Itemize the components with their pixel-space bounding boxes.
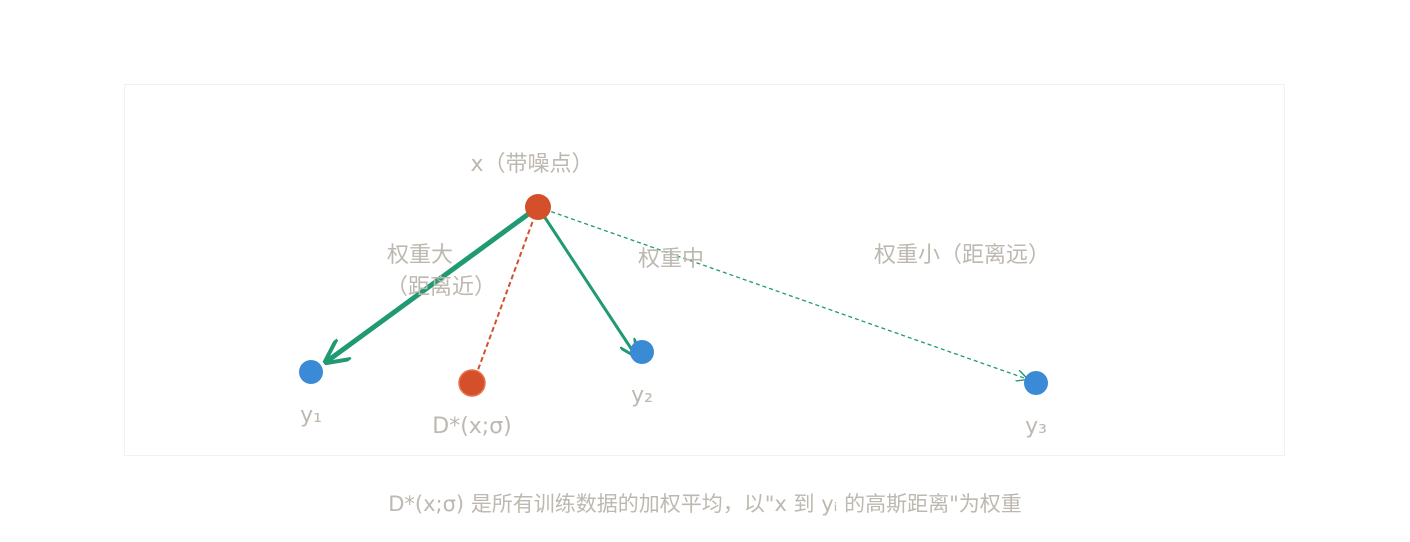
node-d <box>458 369 486 397</box>
node-label: D*(x;σ) <box>432 414 511 439</box>
caption: D*(x;σ) 是所有训练数据的加权平均，以"x 到 yᵢ 的高斯距离"为权重 <box>388 492 1022 516</box>
edge-label: 权重大 <box>387 243 453 268</box>
edge-strong <box>326 204 540 362</box>
frame <box>124 84 1285 456</box>
edge-result <box>474 206 539 379</box>
node-y2 <box>630 340 654 364</box>
node-label: y₁ <box>300 403 322 428</box>
node-label: y₃ <box>1025 414 1047 439</box>
edge-medium <box>536 206 636 356</box>
node-x <box>525 194 551 220</box>
node-y1 <box>299 360 323 384</box>
node-y3 <box>1024 371 1048 395</box>
edge-label: （距离近） <box>386 275 496 300</box>
node-label: y₂ <box>631 383 653 408</box>
node-label: x（带噪点） <box>470 152 593 177</box>
edge-label: 权重中 <box>638 247 704 272</box>
edge-label: 权重小（距离远） <box>874 243 1050 268</box>
edge-weak <box>537 206 1027 379</box>
